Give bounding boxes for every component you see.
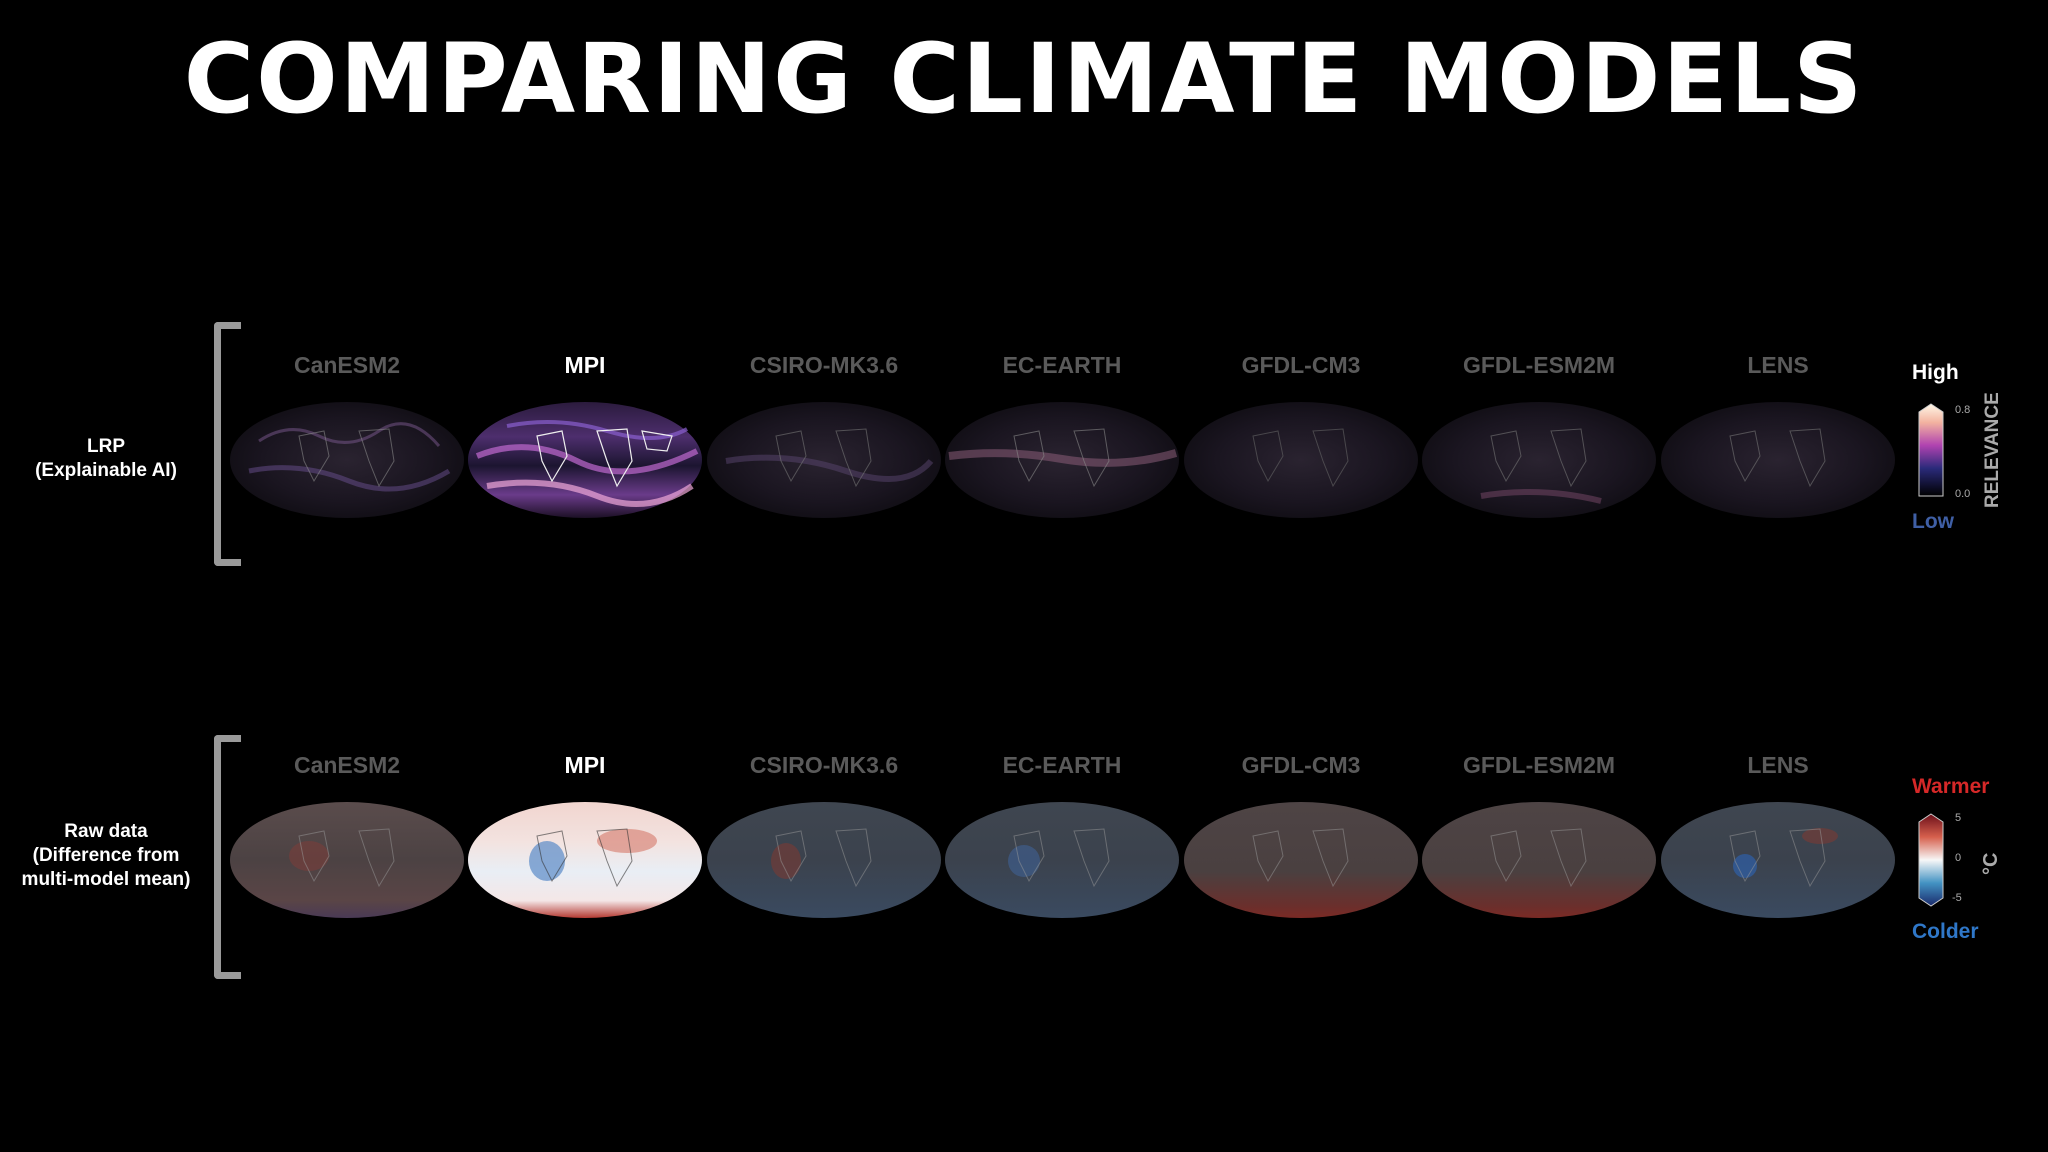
relevance-tick-max: 0.8	[1955, 404, 1971, 416]
model-label-raw-mpi: MPI	[564, 752, 606, 778]
row-label-raw-line2: (Difference from	[32, 845, 180, 866]
row-bracket-lrp	[214, 322, 241, 566]
legend-low-label: Low	[1912, 510, 1954, 533]
relevance-axis-label: RELEVANCE	[1982, 392, 2003, 508]
globe-raw-csiro	[706, 801, 942, 919]
temp-tick-max: 5	[1955, 812, 1962, 824]
globe-lrp-gfdlesm2m	[1421, 401, 1657, 519]
globe-raw-ecearth	[944, 801, 1180, 919]
globe-raw-gfdlcm3	[1183, 801, 1419, 919]
model-label-lrp-mpi: MPI	[564, 352, 606, 378]
row-bracket-raw	[214, 735, 241, 979]
model-label-lrp-canesm2: CanESM2	[293, 352, 401, 378]
page-title: COMPARING CLIMATE MODELS	[183, 23, 1865, 135]
legend-colder-label: Colder	[1912, 920, 1979, 943]
globe-raw-gfdlesm2m	[1421, 801, 1657, 919]
model-label-lrp-gfdlesm2m: GFDL-ESM2M	[1462, 352, 1616, 378]
row-label-raw-line3: multi-model mean)	[21, 869, 191, 890]
globe-lrp-ecearth	[944, 401, 1180, 519]
model-label-lrp-lens: LENS	[1747, 352, 1809, 378]
model-label-lrp-ecearth: EC-EARTH	[1002, 352, 1122, 378]
globe-lrp-mpi	[467, 401, 703, 519]
temperature-colorbar	[1918, 813, 1944, 907]
model-label-raw-canesm2: CanESM2	[293, 752, 401, 778]
globe-lrp-csiro	[706, 401, 942, 519]
legend-high-label: High	[1912, 361, 1959, 384]
relevance-colorbar	[1918, 403, 1944, 497]
model-label-raw-gfdlcm3: GFDL-CM3	[1241, 752, 1361, 778]
globe-raw-lens	[1660, 801, 1896, 919]
temp-unit-label: °C	[1980, 852, 2002, 875]
relevance-tick-min: 0.0	[1955, 488, 1971, 500]
globe-raw-canesm2	[229, 801, 465, 919]
globe-lrp-lens	[1660, 401, 1896, 519]
model-label-raw-ecearth: EC-EARTH	[1002, 752, 1122, 778]
globe-lrp-gfdlcm3	[1183, 401, 1419, 519]
model-label-raw-lens: LENS	[1747, 752, 1809, 778]
row-label-raw: Raw data (Difference from multi-model me…	[0, 820, 212, 892]
row-label-lrp-line1: LRP	[87, 436, 125, 457]
row-label-lrp-line2: (Explainable AI)	[35, 460, 177, 481]
temp-tick-min: -5	[1952, 892, 1962, 904]
row-label-lrp: LRP (Explainable AI)	[0, 435, 212, 483]
model-label-lrp-gfdlcm3: GFDL-CM3	[1241, 352, 1361, 378]
model-label-lrp-csiro: CSIRO-MK3.6	[749, 352, 899, 378]
row-label-raw-line1: Raw data	[64, 821, 148, 842]
model-label-raw-csiro: CSIRO-MK3.6	[749, 752, 899, 778]
legend-warmer-label: Warmer	[1912, 775, 1990, 798]
globe-raw-mpi	[467, 801, 703, 919]
globe-lrp-canesm2	[229, 401, 465, 519]
model-label-raw-gfdlesm2m: GFDL-ESM2M	[1462, 752, 1616, 778]
temp-tick-mid: 0	[1955, 852, 1962, 864]
